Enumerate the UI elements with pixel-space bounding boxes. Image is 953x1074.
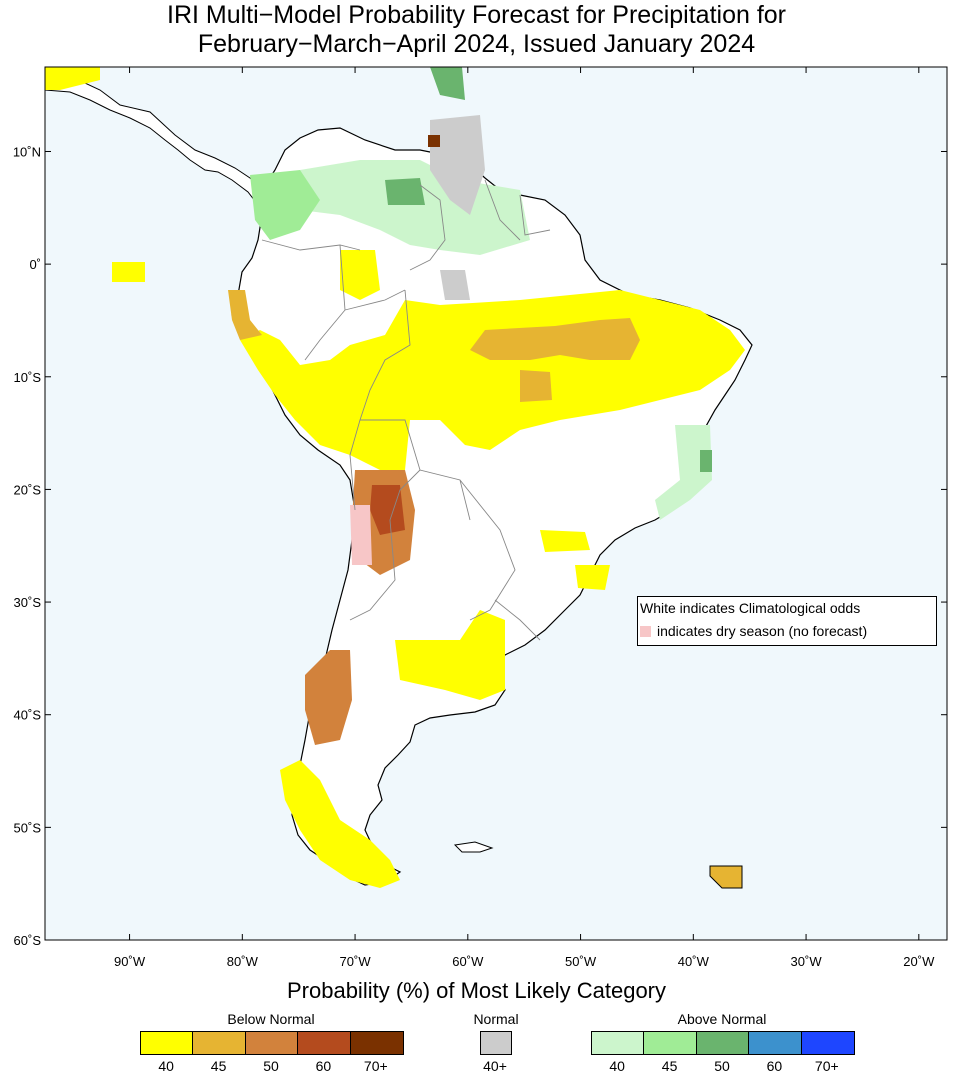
lon-tick-label: 30˚W <box>791 954 823 969</box>
above-tick-label: 50 <box>714 1058 730 1074</box>
map-title-line1: IRI Multi−Model Probability Forecast for… <box>167 1 786 29</box>
lon-tick-label: 80˚W <box>227 954 259 969</box>
note-line-dry-season: indicates dry season (no forecast) <box>657 623 868 639</box>
below-normal-40-argentina <box>395 610 505 700</box>
lat-tick-label: 10˚N <box>13 144 41 159</box>
map-frame <box>44 66 948 941</box>
galapagos-islands <box>112 262 145 282</box>
dry-season-swatch <box>640 626 651 637</box>
normal-colorbar <box>480 1031 512 1055</box>
below-tick-label: 40 <box>158 1058 174 1074</box>
below-normal-60-venezuela <box>428 135 440 147</box>
normal-swatch <box>481 1032 511 1054</box>
above-swatch <box>696 1032 750 1054</box>
below-normal-45-peru <box>228 290 262 340</box>
above-swatch <box>592 1032 645 1054</box>
lat-tick-label: 0˚ <box>29 257 41 272</box>
lon-tick-label: 90˚W <box>114 954 146 969</box>
lon-tick-label: 60˚W <box>452 954 484 969</box>
above-tick-label: 70+ <box>814 1058 839 1074</box>
normal-label: Normal <box>473 1011 519 1027</box>
below-normal-label: Below Normal <box>227 1011 315 1027</box>
below-normal-60-chile <box>370 485 405 535</box>
below-normal-colorbar <box>140 1031 404 1055</box>
colorbar-title: Probability (%) of Most Likely Category <box>286 978 667 1003</box>
axis-ticks: 90˚W 80˚W 70˚W 60˚W 50˚W 40˚W 30˚W 20˚W 10˚N 0˚ 10… <box>13 67 947 969</box>
below-swatch <box>193 1032 246 1054</box>
above-swatch <box>644 1032 697 1054</box>
below-swatch <box>350 1032 403 1054</box>
below-tick-label: 50 <box>263 1058 279 1074</box>
below-normal-40-mexico <box>45 67 100 90</box>
below-tick-label: 70+ <box>363 1058 388 1074</box>
below-normal-45-amazon <box>470 318 640 360</box>
above-normal-colorbar <box>591 1031 855 1055</box>
lat-tick-label: 60˚S <box>14 933 42 948</box>
below-normal-40-patagonia <box>280 760 400 888</box>
map-note-box: White indicates Climatological odds indi… <box>637 596 937 646</box>
dry-season-region <box>350 505 372 565</box>
lat-tick-label: 50˚S <box>14 820 42 835</box>
normal-tick-label: 40+ <box>483 1058 507 1074</box>
lon-tick-label: 20˚W <box>903 954 935 969</box>
above-normal-45-colombia <box>250 170 320 240</box>
below-tick-label: 45 <box>210 1058 227 1074</box>
normal-region-amazon <box>440 270 470 300</box>
lat-tick-label: 20˚S <box>14 482 42 497</box>
lon-tick-label: 40˚W <box>678 954 710 969</box>
above-tick-label: 45 <box>661 1058 678 1074</box>
country-borders <box>261 179 551 641</box>
above-normal-50-eastbrazil <box>700 450 712 472</box>
above-normal-label: Above Normal <box>677 1011 767 1027</box>
lat-tick-label: 40˚S <box>14 708 42 723</box>
below-swatch <box>245 1032 299 1054</box>
below-tick-label: 60 <box>315 1058 332 1074</box>
lat-tick-label: 30˚S <box>14 595 42 610</box>
lon-tick-label: 50˚W <box>565 954 597 969</box>
below-swatch <box>298 1032 351 1054</box>
map-title-line2: February−March−April 2024, Issued Januar… <box>197 30 756 58</box>
below-normal-40-central <box>340 250 380 300</box>
below-swatch <box>141 1032 194 1054</box>
lat-tick-label: 10˚S <box>14 370 42 385</box>
normal-region-venezuela <box>430 115 485 215</box>
above-tick-label: 60 <box>766 1058 783 1074</box>
note-line-climatological: White indicates Climatological odds <box>640 600 861 616</box>
above-swatch <box>801 1032 854 1054</box>
below-normal-40-southbrazil <box>540 530 610 590</box>
above-swatch <box>749 1032 802 1054</box>
lon-tick-label: 70˚W <box>340 954 372 969</box>
falkland-islands <box>453 841 494 853</box>
above-tick-label: 40 <box>609 1058 625 1074</box>
above-normal-50-caribbean <box>430 67 465 100</box>
below-normal-50-patagonia <box>305 650 352 745</box>
above-normal-40-eastbrazil <box>655 425 712 520</box>
south-georgia-island <box>709 865 743 889</box>
below-normal-45-south <box>520 370 552 402</box>
map-content <box>45 67 753 889</box>
above-normal-50-venezuela <box>385 178 425 205</box>
